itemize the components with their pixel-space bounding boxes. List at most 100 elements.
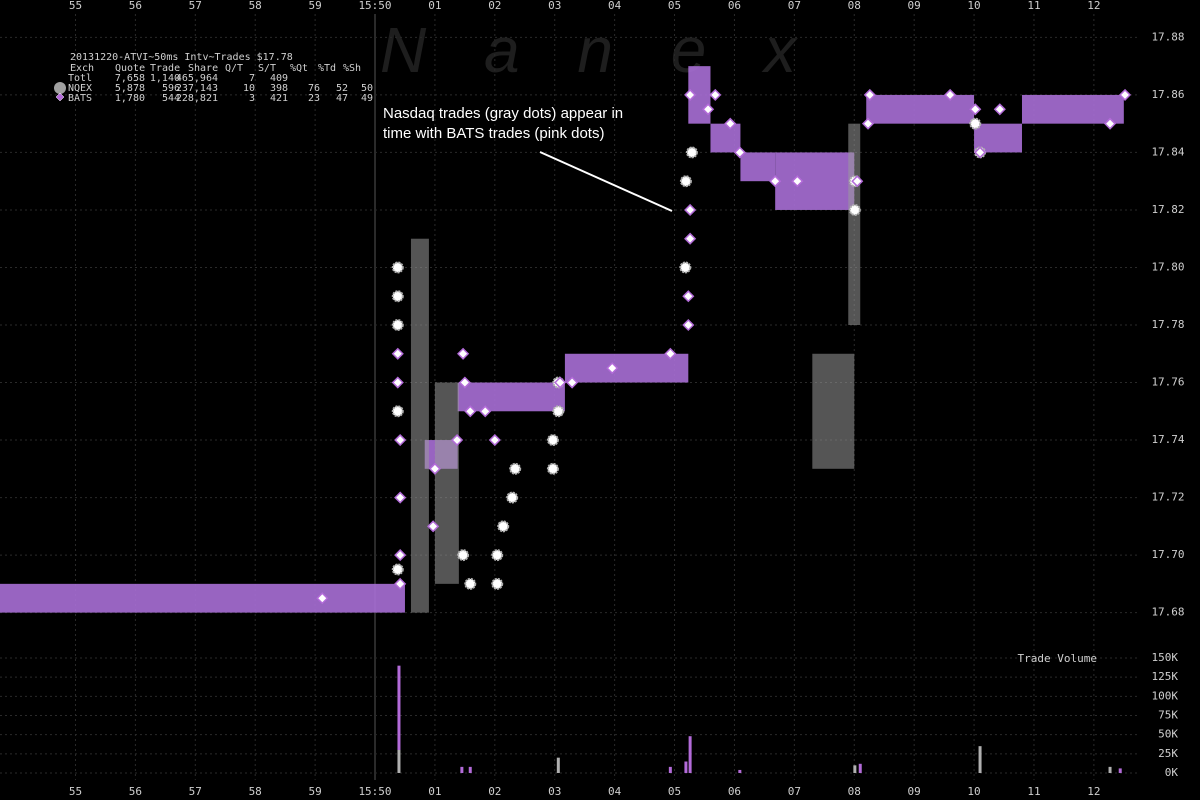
trade-bats xyxy=(394,491,407,504)
trade-bats xyxy=(566,376,579,389)
x-tick-label: 55 xyxy=(69,785,82,798)
x-tick-label: 05 xyxy=(668,785,681,798)
trade-bats xyxy=(451,433,464,447)
stats-cell: 7 xyxy=(249,73,255,84)
quote-band xyxy=(812,353,855,469)
x-tick-label: 03 xyxy=(548,785,561,798)
x-tick-label: 57 xyxy=(189,785,202,798)
trade-nqex xyxy=(969,117,982,130)
stats-column: S/T xyxy=(258,63,276,74)
volume-bar xyxy=(397,750,401,773)
trade-bats xyxy=(664,347,677,360)
trade-nqex xyxy=(491,549,504,562)
stats-cell: 228,821 xyxy=(176,93,218,104)
y-tick-label: 17.76 xyxy=(1151,376,1184,389)
x-tick-label: 02 xyxy=(488,785,501,798)
x-tick-label: 56 xyxy=(129,0,142,12)
y-tick-label: 17.80 xyxy=(1151,260,1184,273)
stats-cell: 409 xyxy=(270,73,288,84)
trade-bats xyxy=(684,88,697,101)
trade-bats xyxy=(973,146,987,159)
volume-bar xyxy=(684,761,688,773)
trade-bats xyxy=(394,577,407,590)
x-tick-label: 56 xyxy=(129,785,142,798)
x-tick-label: 09 xyxy=(908,0,921,12)
volume-bar xyxy=(468,766,472,773)
x-tick-label: 15:50 xyxy=(358,0,391,12)
plot xyxy=(0,66,1132,773)
trade-bats xyxy=(391,376,404,389)
volume-bar xyxy=(556,757,560,773)
quote-band xyxy=(0,583,405,613)
volume-bar xyxy=(668,766,672,773)
trade-bats xyxy=(488,433,501,447)
quote-band xyxy=(564,353,689,383)
volume-bar xyxy=(858,763,862,773)
y-tick-label: 50K xyxy=(1158,728,1178,741)
x-tick-label: 11 xyxy=(1027,785,1040,798)
x-tick-label: 01 xyxy=(428,785,441,798)
trade-nqex xyxy=(506,491,519,504)
legend-icon-nqex xyxy=(54,82,66,94)
y-tick-label: 17.86 xyxy=(1151,88,1184,101)
y-tick-label: 17.72 xyxy=(1151,491,1184,504)
trade-bats xyxy=(316,592,329,605)
x-tick-label: 10 xyxy=(967,785,980,798)
x-tick-label: 01 xyxy=(428,0,441,12)
trade-bats xyxy=(428,462,441,475)
stats-column: Quote xyxy=(115,63,145,74)
trade-nqex xyxy=(509,462,522,475)
volume-bar xyxy=(460,766,464,773)
watermark: N a n e x xyxy=(380,14,816,86)
stats-cell: BATS xyxy=(68,93,92,104)
trade-bats xyxy=(464,405,477,418)
y-tick-label: 17.82 xyxy=(1151,203,1184,216)
trade-bats xyxy=(394,433,407,447)
trade-bats xyxy=(684,203,697,217)
trade-nqex xyxy=(546,434,559,447)
trade-bats xyxy=(682,318,695,332)
trade-nqex xyxy=(685,146,698,159)
volume-title: Trade Volume xyxy=(1018,652,1097,665)
annotation: Nasdaq trades (gray dots) appear in xyxy=(383,105,623,122)
x-tick-label: 59 xyxy=(308,0,321,12)
stats-cell: 52 xyxy=(336,83,348,94)
y-tick-label: 17.68 xyxy=(1151,606,1184,619)
quote-band xyxy=(775,152,855,210)
x-tick-label: 04 xyxy=(608,785,622,798)
trade-bats xyxy=(969,103,982,116)
quote-band xyxy=(848,123,861,325)
legend-icon-bats xyxy=(55,92,65,102)
stats-cell: 398 xyxy=(270,83,288,94)
y-tick-label: 100K xyxy=(1152,689,1179,702)
stats-cell: 237,143 xyxy=(176,83,218,94)
trade-nqex xyxy=(464,577,477,590)
trade-bats xyxy=(863,88,876,101)
y-tick-label: 17.70 xyxy=(1151,548,1184,561)
stats-column: Exch xyxy=(70,63,94,74)
trade-bats xyxy=(769,175,782,188)
y-tick-label: 150K xyxy=(1152,651,1179,664)
volume-bar xyxy=(397,665,401,750)
trade-bats xyxy=(1103,117,1117,130)
trade-bats xyxy=(394,549,407,562)
trade-bats xyxy=(733,146,746,159)
stats-column: %Sh xyxy=(343,63,361,74)
trade-nqex xyxy=(679,175,692,188)
stats-column: %Td xyxy=(318,63,336,74)
x-tick-label: 07 xyxy=(788,785,801,798)
x-tick-label: 08 xyxy=(848,785,861,798)
trade-nqex xyxy=(391,563,404,576)
stats-cell: 1,140 xyxy=(150,73,180,84)
x-tick-label: 03 xyxy=(548,0,561,12)
x-tick-label: 59 xyxy=(308,785,321,798)
y-tick-label: 17.74 xyxy=(1151,433,1184,446)
trade-nqex xyxy=(457,549,470,562)
x-tick-label: 57 xyxy=(189,0,202,12)
volume-bar xyxy=(688,736,692,773)
stats-cell: 7,658 xyxy=(115,73,145,84)
quote-band xyxy=(434,382,459,584)
x-tick-label: 04 xyxy=(608,0,622,12)
volume-bar xyxy=(978,746,982,773)
